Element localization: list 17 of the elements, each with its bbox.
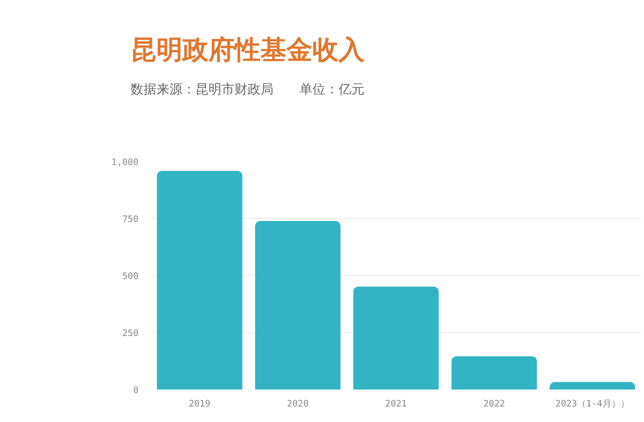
y-tick-label: 0 [133, 386, 139, 396]
x-tick-label: 2021 [385, 400, 407, 410]
bar [451, 356, 537, 390]
bar [255, 221, 341, 390]
chart-title: 昆明政府性基金收入 [130, 34, 366, 64]
x-tick-label: 2019 [188, 400, 210, 410]
bar [353, 286, 439, 390]
x-tick-label: 2020 [286, 400, 309, 410]
bar [550, 382, 636, 390]
y-tick-label: 250 [122, 329, 139, 339]
y-tick-label: 500 [122, 272, 139, 282]
x-tick-label: 2023（1-4月）） [555, 400, 630, 410]
y-tick-label: 1,000 [111, 158, 138, 168]
chart-subtitle: 数据来源：昆明市财政局 单位：亿元 [130, 82, 364, 96]
bar [156, 170, 242, 390]
y-tick-label: 750 [122, 215, 139, 225]
x-tick-label: 2022 [483, 400, 506, 410]
